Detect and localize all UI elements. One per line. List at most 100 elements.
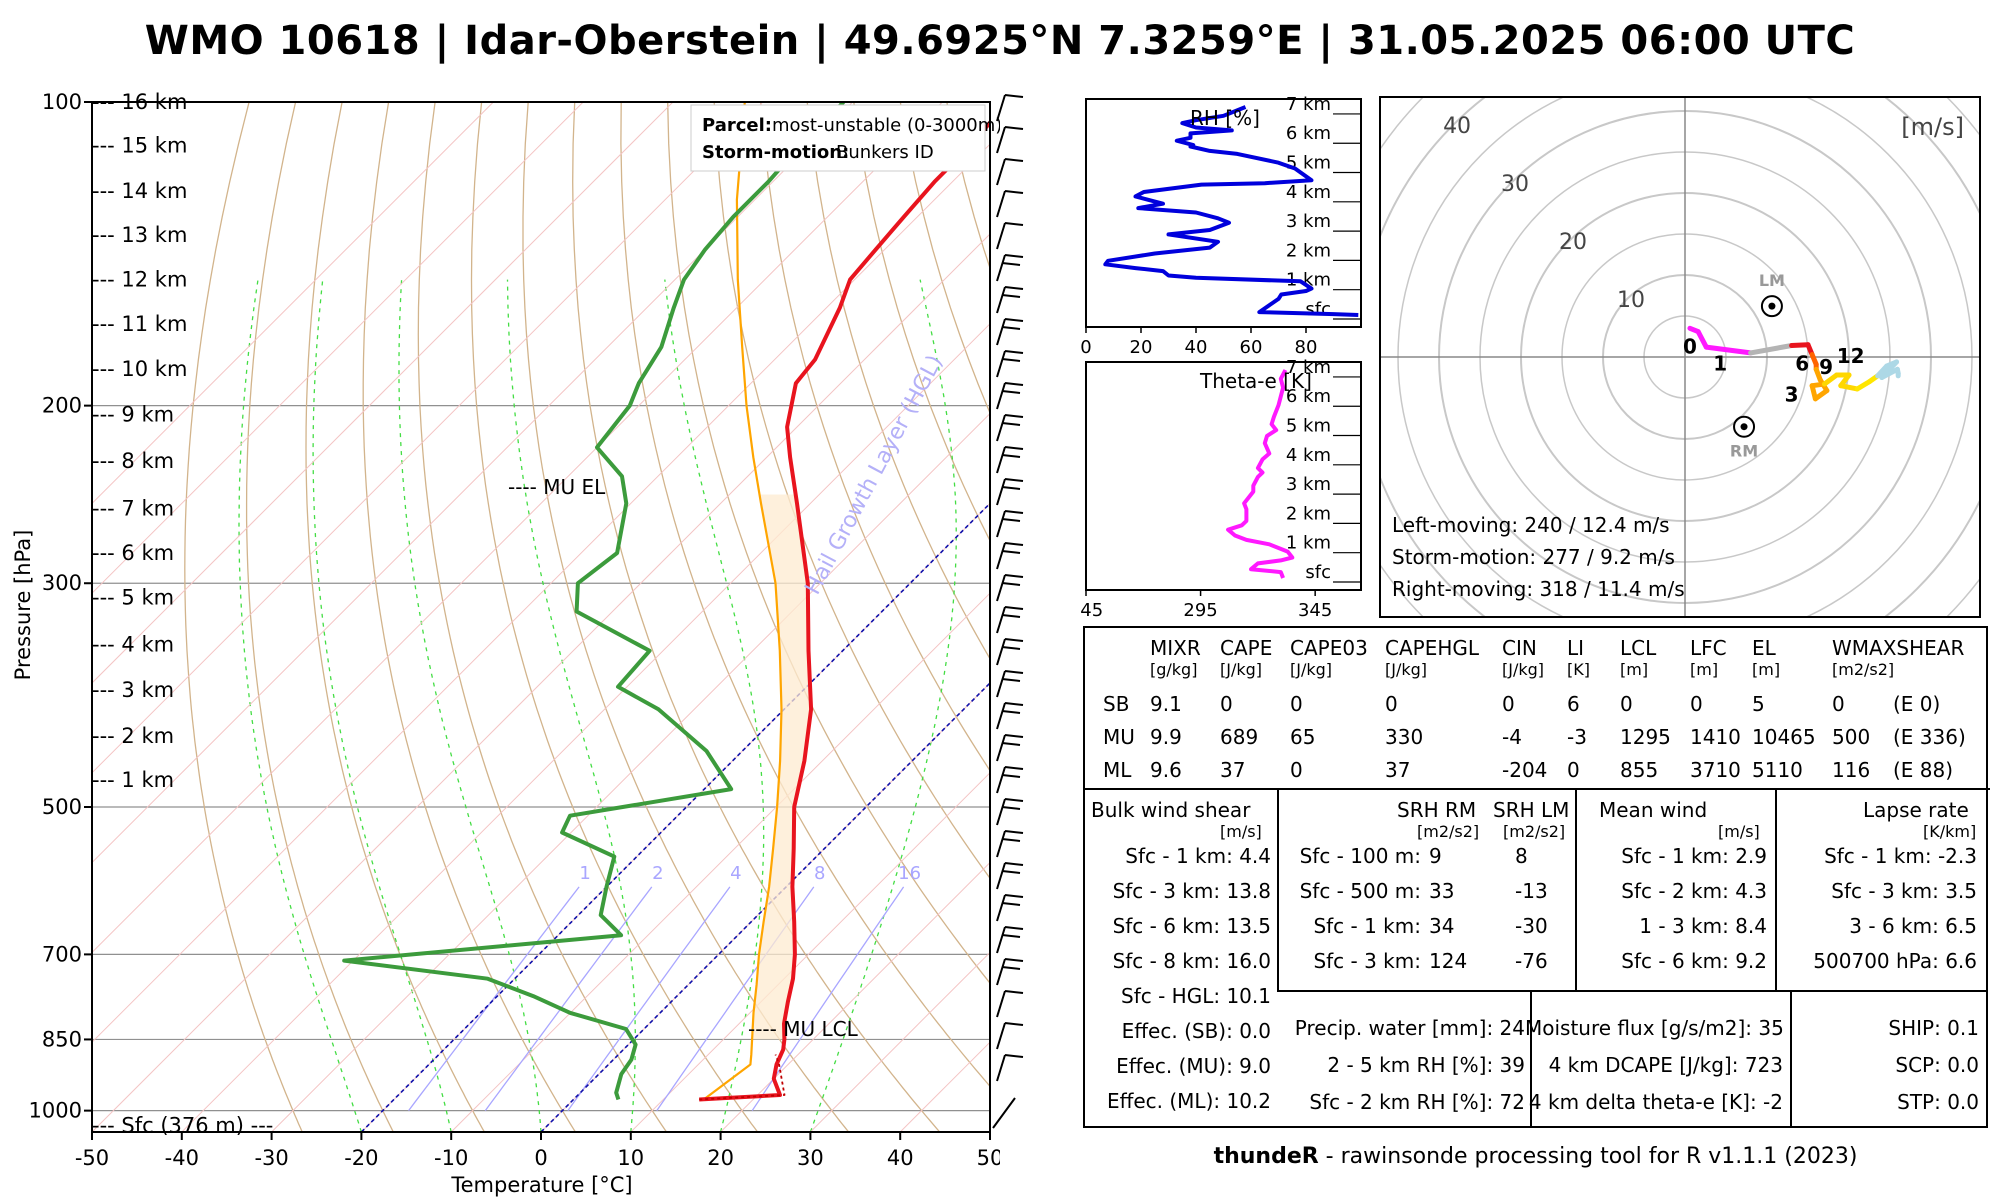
wind-barb [996, 478, 1024, 506]
table-cell: -204 [1502, 758, 1548, 782]
hodograph-area [1381, 98, 1979, 616]
table-cell: -3 [1567, 725, 1587, 749]
height-label: --- 16 km [92, 90, 187, 114]
moisture-item: 4 km delta theta-e [K]: -2 [1528, 1090, 1783, 1114]
bulk-shear-item: Effec. (SB): 0.0 [1121, 1019, 1271, 1043]
bulk-shear-unit: [m/s] [1220, 822, 1262, 841]
theta-e-y-label: 1 km [1286, 533, 1331, 554]
mixing-ratio-line [484, 886, 653, 1111]
dry-adiabat-line [184, 102, 303, 1132]
isotherm-line [92, 102, 764, 774]
hodograph-segment [1703, 344, 1754, 356]
mixing-ratio-label: 1 [579, 863, 590, 884]
height-label: --- 10 km [92, 357, 187, 381]
srh-rm-value: 34 [1429, 914, 1455, 938]
srh-lm-value: -76 [1515, 949, 1548, 973]
mean-wind-item: Sfc - 1 km: 2.9 [1621, 844, 1767, 868]
table-divider [1530, 990, 1532, 1126]
footer-brand: thundeR [1213, 1144, 1319, 1169]
wind-barb [996, 574, 1024, 602]
mean-wind-item: Sfc - 2 km: 4.3 [1621, 879, 1767, 903]
height-label: --- 8 km [92, 449, 174, 473]
x-tick-label: 40 [887, 1146, 914, 1170]
hodograph-height-label: 9 [1819, 355, 1833, 379]
theta-e-x-label: 295 [1183, 600, 1217, 620]
wind-barb [996, 350, 1024, 378]
moisture-item: Moisture flux [g/s/m2]: 35 [1525, 1016, 1784, 1040]
lapse-rate-item: Sfc - 3 km: 3.5 [1831, 879, 1977, 903]
table-cell: 5110 [1752, 758, 1803, 782]
wind-barb [996, 1054, 1024, 1082]
table-divider [1790, 990, 1792, 1126]
dry-adiabat-line [245, 102, 394, 1132]
isotherm-line [92, 102, 943, 954]
table-header-unit: [J/kg] [1290, 660, 1333, 679]
legend-box [690, 104, 986, 172]
y-tick-label: 850 [42, 1027, 82, 1051]
x-tick-label: -10 [434, 1146, 468, 1170]
x-tick-label: -50 [75, 1146, 109, 1170]
table-header-unit: [g/kg] [1150, 660, 1198, 679]
hgl-isotherm-line [360, 502, 990, 1132]
theta-e-y-label: 7 km [1286, 358, 1331, 378]
index-item: SHIP: 0.1 [1888, 1016, 1979, 1040]
page-title: WMO 10618 | Idar-Oberstein | 49.6925°N 7… [144, 18, 1856, 64]
x-tick-label: -40 [165, 1146, 199, 1170]
x-tick-label: 30 [797, 1146, 824, 1170]
bulk-shear-item: Sfc - 6 km: 13.5 [1112, 914, 1271, 938]
wind-barb [996, 606, 1024, 634]
lapse-rate-title: Lapse rate [1863, 798, 1969, 822]
isotherm-line [810, 951, 990, 1132]
wind-barb [996, 254, 1024, 282]
hodograph-segment [1748, 343, 1795, 356]
table-divider [1775, 788, 1777, 990]
height-label: --- 11 km [92, 312, 187, 336]
moist-adiabat-line [809, 279, 957, 1132]
x-tick-label: 0 [534, 1146, 547, 1170]
lapse-rate-item: Sfc - 1 km: -2.3 [1824, 844, 1977, 868]
table-header-unit: [m] [1752, 660, 1781, 679]
height-label: --- 5 km [92, 586, 174, 610]
precip-item: Sfc - 2 km RH [%]: 72 [1309, 1090, 1525, 1114]
precip-item: 2 - 5 km RH [%]: 39 [1327, 1053, 1525, 1077]
moist-adiabat-line [238, 279, 363, 1132]
table-cell: 0 [1290, 692, 1303, 716]
wind-barb [996, 798, 1024, 826]
hodograph-ring-label: 30 [1501, 172, 1529, 197]
lm-label: LM [1759, 271, 1785, 290]
wind-barb [996, 190, 1024, 218]
bulk-shear-item: Sfc - 8 km: 16.0 [1112, 949, 1271, 973]
theta-e-y-label: 6 km [1286, 386, 1331, 407]
table-header-capehgl: CAPEHGL [1385, 636, 1480, 660]
isotherm-line [92, 102, 674, 684]
hodograph-height-label: 6 [1795, 352, 1809, 376]
hodograph-ring-label: 10 [1617, 288, 1645, 313]
table-cell: 10465 [1752, 725, 1816, 749]
wind-barb [996, 702, 1024, 730]
moist-adiabat-line [664, 279, 765, 1132]
table-cell: (E 0) [1893, 692, 1941, 716]
isotherm-line [92, 102, 584, 594]
mixing-ratio-label: 2 [652, 863, 663, 884]
height-label: --- 13 km [92, 223, 187, 247]
srh-rm-value: 124 [1429, 949, 1468, 973]
lapse-rate-item: 3 - 6 km: 6.5 [1849, 914, 1977, 938]
height-label: --- 12 km [92, 268, 187, 292]
srh-lm-value: -30 [1515, 914, 1548, 938]
dry-adiabat-line [305, 102, 485, 1132]
wind-barb [996, 862, 1024, 890]
hodograph-height-label: 1 [1713, 352, 1727, 376]
x-tick-label: -30 [254, 1146, 288, 1170]
lm-marker [1760, 295, 1783, 318]
mean-wind-item: Sfc - 6 km: 9.2 [1621, 949, 1767, 973]
table-cell: 5 [1752, 692, 1765, 716]
x-tick-label: 50 [977, 1146, 1000, 1170]
table-cell: -4 [1502, 725, 1522, 749]
rh-title: RH [%] [1190, 106, 1260, 130]
table-divider [1277, 788, 1279, 990]
table-header-cape03: CAPE03 [1290, 636, 1368, 660]
rh-line [1103, 105, 1359, 317]
table-cell: 0 [1832, 692, 1845, 716]
theta-e-y-label: 5 km [1286, 416, 1331, 437]
